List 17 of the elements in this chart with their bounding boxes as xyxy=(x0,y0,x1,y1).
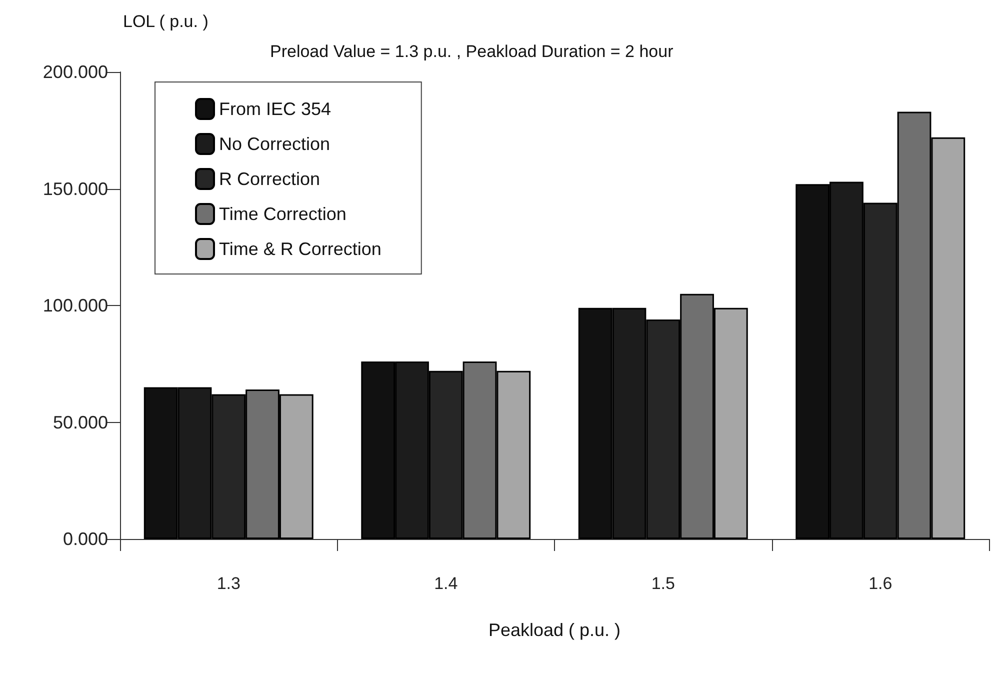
x-tick-label: 1.6 xyxy=(868,574,892,593)
y-tick-label: 200.000 xyxy=(42,62,108,82)
x-tick-label: 1.4 xyxy=(434,574,458,593)
y-tick-label: 0.000 xyxy=(62,529,108,549)
x-axis-title: Peakload ( p.u. ) xyxy=(488,620,621,640)
y-tick-label: 50.000 xyxy=(52,412,108,432)
y-tick-label: 100.000 xyxy=(42,296,108,316)
x-tick-label: 1.5 xyxy=(651,574,675,593)
legend-label: No Correction xyxy=(219,134,330,154)
legend-label: From IEC 354 xyxy=(219,99,332,119)
legend-label: Time & R Correction xyxy=(219,239,382,259)
legend-label: R Correction xyxy=(219,169,320,189)
y-axis-title: LOL ( p.u. ) xyxy=(123,12,208,31)
chart-title: Preload Value = 1.3 p.u. , Peakload Duration = 2 hour xyxy=(270,42,674,61)
legend-label: Time Correction xyxy=(219,204,346,224)
x-tick-label: 1.3 xyxy=(216,574,240,593)
y-tick-label: 150.000 xyxy=(42,178,108,199)
